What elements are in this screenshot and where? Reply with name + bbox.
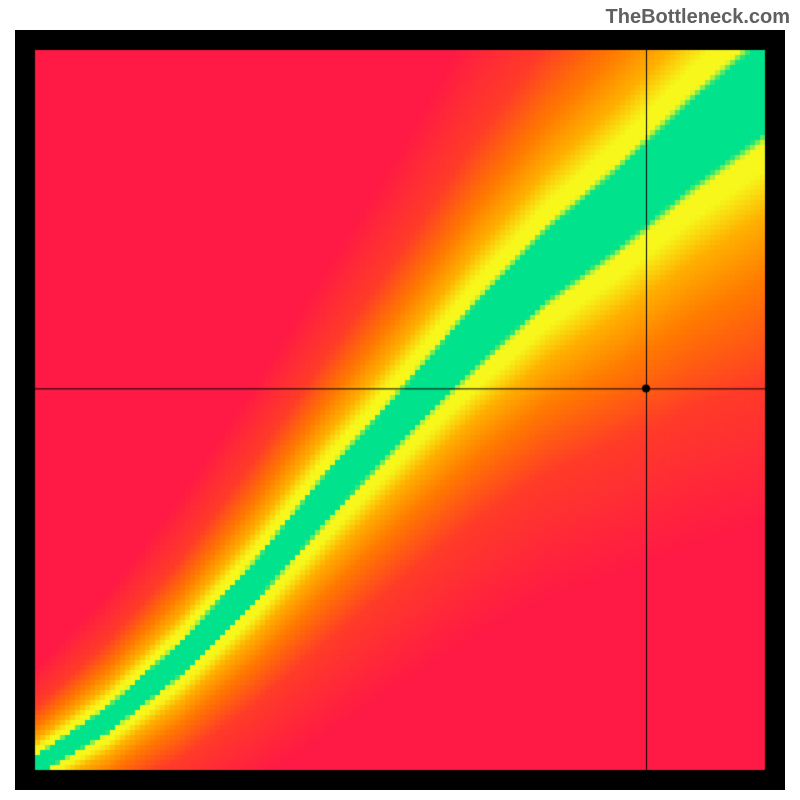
watermark-text: TheBottleneck.com xyxy=(606,6,790,29)
chart-container: TheBottleneck.com xyxy=(0,0,800,800)
heatmap-canvas xyxy=(15,30,785,790)
chart-frame xyxy=(15,30,785,790)
